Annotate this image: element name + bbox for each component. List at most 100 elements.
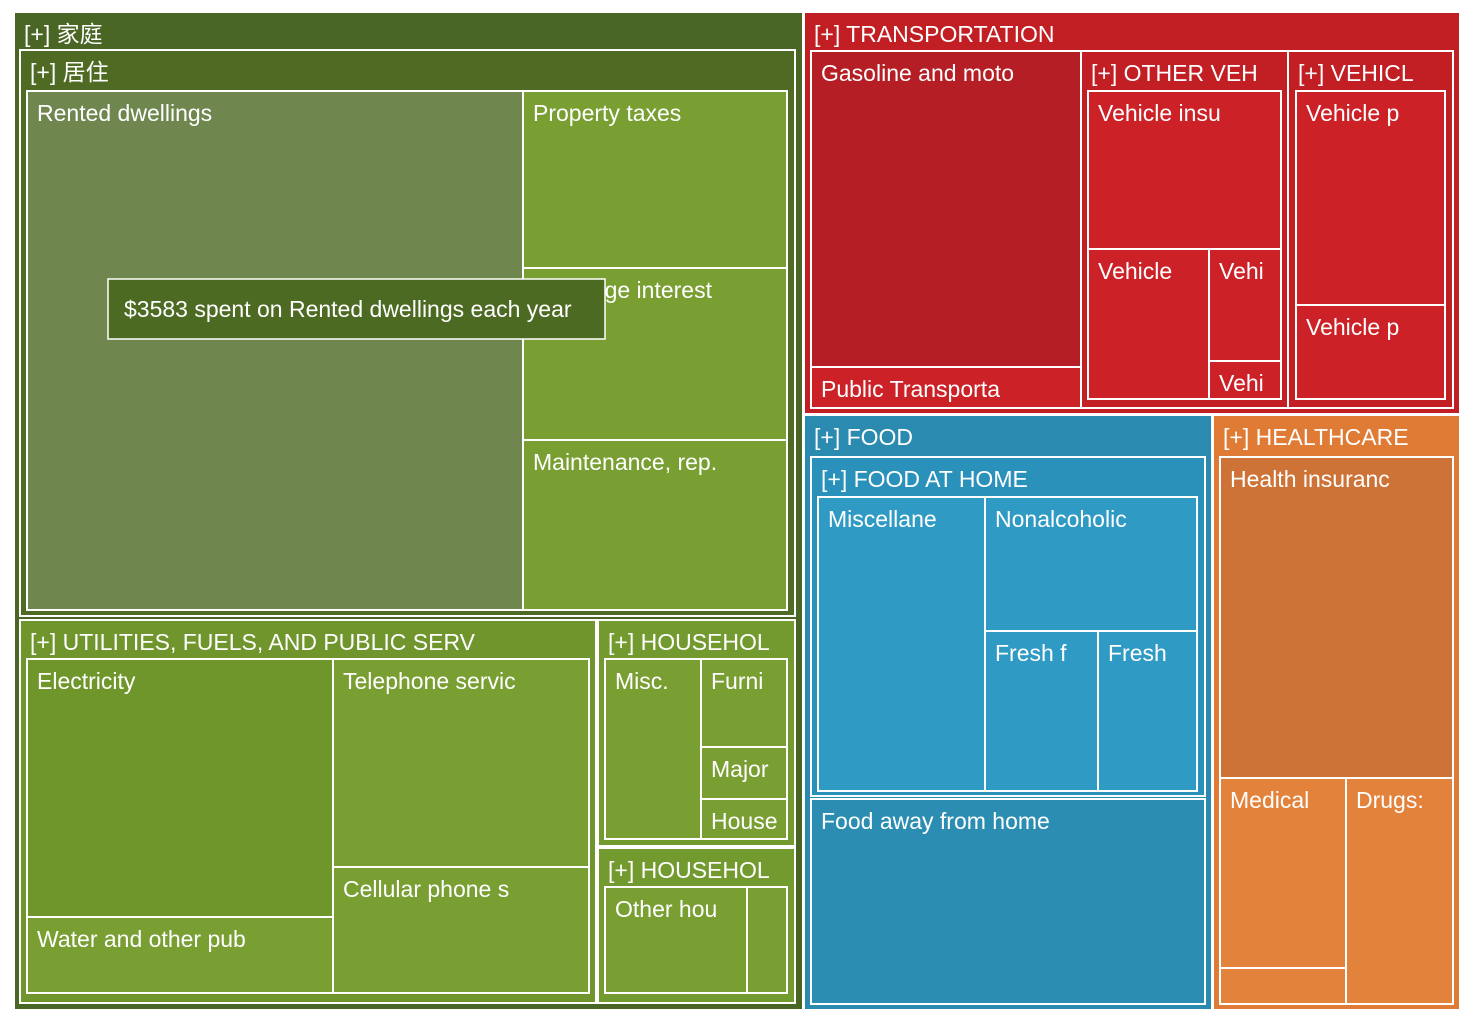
treemap-cell-label: Vehicle insu bbox=[1098, 100, 1221, 126]
treemap-group-label: [+] FOOD AT HOME bbox=[821, 466, 1028, 492]
treemap-cell-health-insuranc-3-0[interactable]: Health insuranc bbox=[1219, 456, 1454, 779]
treemap-cell-rect[interactable] bbox=[810, 798, 1206, 1005]
treemap-group-label: [+] 家庭 bbox=[24, 21, 103, 47]
treemap-cell-water-and-other-pub-0-1-1[interactable]: Water and other pub bbox=[26, 916, 334, 994]
treemap-group-label: [+] FOOD bbox=[814, 424, 913, 450]
treemap-cell-rect[interactable] bbox=[522, 439, 788, 611]
treemap-cell-rect[interactable] bbox=[26, 658, 334, 918]
treemap-cell-label: Drugs: bbox=[1356, 787, 1424, 813]
treemap-cell-label: House bbox=[711, 808, 777, 834]
treemap-cell-maintenance-rep-0-0-3[interactable]: Maintenance, rep. bbox=[522, 439, 788, 611]
treemap-cell-label: Food away from home bbox=[821, 808, 1050, 834]
treemap-cell-unlabeled-0-3-1[interactable] bbox=[746, 886, 788, 994]
treemap-group-label: [+] HEALTHCARE bbox=[1223, 424, 1409, 450]
treemap-cell-label: Public Transporta bbox=[821, 376, 1000, 402]
treemap-cell-rect[interactable] bbox=[332, 658, 590, 868]
treemap-cell-other-hou-0-3-0[interactable]: Other hou bbox=[604, 886, 748, 994]
treemap-cell-food-away-from-home-2-1[interactable]: Food away from home bbox=[810, 798, 1206, 1005]
treemap-cell-mortgage-interest-0-0-2[interactable]: Mortgage interest bbox=[522, 267, 788, 441]
treemap-cell-rect[interactable] bbox=[1345, 777, 1454, 1005]
treemap-group-label: [+] 居住 bbox=[30, 59, 109, 85]
treemap-cell-fresh-2-0-3[interactable]: Fresh bbox=[1097, 630, 1198, 792]
treemap-cell-label: Nonalcoholic bbox=[995, 506, 1127, 532]
treemap-cell-cellular-phone-s-0-1-3[interactable]: Cellular phone s bbox=[332, 866, 590, 994]
treemap-group-label: [+] HOUSEHOL bbox=[608, 857, 770, 883]
treemap-cell-rect[interactable] bbox=[1097, 630, 1198, 792]
treemap-cell-label: Furni bbox=[711, 668, 763, 694]
treemap-cell-label: Rented dwellings bbox=[37, 100, 212, 126]
treemap-cell-nonalcoholic-2-0-1[interactable]: Nonalcoholic bbox=[984, 496, 1198, 632]
treemap-cell-vehicle-p-1-3-0[interactable]: Vehicle p bbox=[1295, 90, 1446, 306]
treemap-cell-label: Electricity bbox=[37, 668, 136, 694]
treemap-cell-rect[interactable] bbox=[1208, 360, 1282, 400]
treemap-cell-label: Maintenance, rep. bbox=[533, 449, 717, 475]
treemap-cell-electricity-0-1-0[interactable]: Electricity bbox=[26, 658, 334, 918]
treemap-cell-furni-0-2-1[interactable]: Furni bbox=[700, 658, 788, 748]
treemap-cell-rect[interactable] bbox=[1219, 967, 1347, 1005]
treemap-cell-unlabeled-3-3[interactable] bbox=[1219, 967, 1347, 1005]
treemap-group-label: [+] OTHER VEH bbox=[1091, 60, 1258, 86]
treemap-cell-label: Medical bbox=[1230, 787, 1309, 813]
treemap-cell-vehicle-insu-1-2-0[interactable]: Vehicle insu bbox=[1087, 90, 1282, 250]
treemap-cell-label: Fresh f bbox=[995, 640, 1067, 666]
treemap-cell-property-taxes-0-0-1[interactable]: Property taxes bbox=[522, 90, 788, 269]
treemap-cell-label: Vehi bbox=[1219, 370, 1264, 396]
treemap-cell-label: Miscellane bbox=[828, 506, 937, 532]
treemap-cell-rect[interactable] bbox=[522, 267, 788, 441]
treemap-cell-rect[interactable] bbox=[604, 886, 748, 994]
treemap-group-label: [+] UTILITIES, FUELS, AND PUBLIC SERV bbox=[30, 629, 476, 655]
tooltip-box bbox=[107, 278, 606, 340]
treemap-cell-house-0-2-3[interactable]: House bbox=[700, 798, 788, 840]
treemap-group-label: [+] HOUSEHOL bbox=[608, 629, 770, 655]
treemap-cell-rect[interactable] bbox=[332, 866, 590, 994]
treemap-cell-rect[interactable] bbox=[984, 630, 1099, 792]
treemap-cell-label: Health insuranc bbox=[1230, 466, 1390, 492]
treemap-cell-rect[interactable] bbox=[700, 658, 788, 748]
treemap-cell-label: Vehi bbox=[1219, 258, 1264, 284]
treemap-cell-label: Other hou bbox=[615, 896, 717, 922]
chart-tooltip: $3583 spent on Rented dwellings each yea… bbox=[107, 278, 606, 340]
treemap-cell-major-0-2-2[interactable]: Major bbox=[700, 746, 788, 800]
treemap-cell-vehicle-1-2-1[interactable]: Vehicle bbox=[1087, 248, 1210, 400]
treemap-cell-label: Vehicle p bbox=[1306, 100, 1399, 126]
treemap-cell-rect[interactable] bbox=[26, 916, 334, 994]
treemap-cell-rect[interactable] bbox=[26, 90, 524, 611]
treemap-cell-vehi-1-2-2[interactable]: Vehi bbox=[1208, 248, 1282, 362]
treemap-group-label: [+] TRANSPORTATION bbox=[814, 21, 1054, 47]
treemap-cell-rect[interactable] bbox=[1295, 304, 1446, 400]
treemap-cell-misc-0-2-0[interactable]: Misc. bbox=[604, 658, 702, 840]
treemap-cell-label: Telephone servic bbox=[343, 668, 516, 694]
treemap-cell-medical-3-1[interactable]: Medical bbox=[1219, 777, 1347, 969]
tooltip-text: $3583 spent on Rented dwellings each yea… bbox=[124, 296, 572, 322]
treemap-cell-rect[interactable] bbox=[810, 50, 1082, 368]
treemap-cell-label: Vehicle bbox=[1098, 258, 1172, 284]
treemap-group-label: [+] VEHICL bbox=[1298, 60, 1414, 86]
treemap-cell-fresh-f-2-0-2[interactable]: Fresh f bbox=[984, 630, 1099, 792]
treemap-cell-rect[interactable] bbox=[1219, 456, 1454, 779]
treemap-cell-telephone-servic-0-1-2[interactable]: Telephone servic bbox=[332, 658, 590, 868]
treemap-cell-rented-dwellings-0-0-0[interactable]: Rented dwellings bbox=[26, 90, 524, 611]
treemap-cell-label: Gasoline and moto bbox=[821, 60, 1014, 86]
treemap-cell-rect[interactable] bbox=[1295, 90, 1446, 306]
treemap-cell-rect[interactable] bbox=[817, 496, 986, 792]
treemap-cell-miscellane-2-0-0[interactable]: Miscellane bbox=[817, 496, 986, 792]
treemap-cell-vehicle-p-1-3-1[interactable]: Vehicle p bbox=[1295, 304, 1446, 400]
treemap-cell-gasoline-and-moto-1-0[interactable]: Gasoline and moto bbox=[810, 50, 1082, 368]
treemap-cell-label: Fresh bbox=[1108, 640, 1167, 666]
treemap-cell-label: Vehicle p bbox=[1306, 314, 1399, 340]
treemap-cell-rect[interactable] bbox=[1087, 248, 1210, 400]
treemap-cell-label: Cellular phone s bbox=[343, 876, 509, 902]
treemap-cell-label: Major bbox=[711, 756, 769, 782]
treemap-cell-rect[interactable] bbox=[746, 886, 788, 994]
treemap-cell-public-transporta-1-1[interactable]: Public Transporta bbox=[810, 366, 1082, 409]
treemap-cell-label: Misc. bbox=[615, 668, 669, 694]
treemap-cell-rect[interactable] bbox=[1219, 777, 1347, 969]
treemap-cell-rect[interactable] bbox=[700, 798, 788, 840]
treemap-cell-rect[interactable] bbox=[522, 90, 788, 269]
treemap-cell-vehi-1-2-3[interactable]: Vehi bbox=[1208, 360, 1282, 400]
treemap-cell-rect[interactable] bbox=[1087, 90, 1282, 250]
treemap-cell-rect[interactable] bbox=[604, 658, 702, 840]
treemap-cell-drugs-3-2[interactable]: Drugs: bbox=[1345, 777, 1454, 1005]
treemap-cell-label: Water and other pub bbox=[37, 926, 246, 952]
